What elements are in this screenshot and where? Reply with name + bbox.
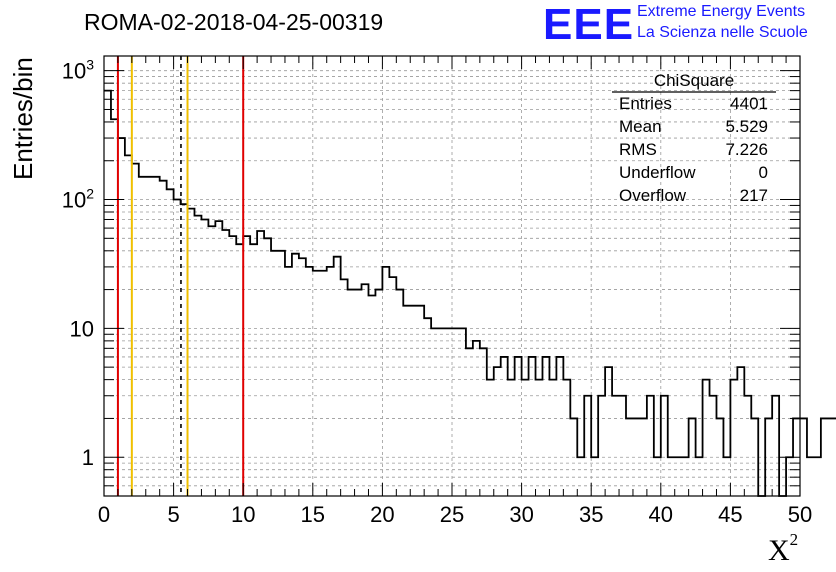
y-tick-label: 10	[70, 316, 94, 341]
x-tick-label: 15	[301, 502, 325, 527]
y-tick-label-base: 10	[62, 59, 86, 84]
y-axis-label: Entries/bin	[8, 57, 38, 180]
page-title: ROMA-02-2018-04-25-00319	[84, 9, 384, 35]
stats-row-label: Overflow	[619, 186, 687, 205]
eee-logo: EEE	[543, 0, 635, 49]
stats-row-label: Mean	[619, 117, 662, 136]
y-tick-label: 102	[62, 186, 94, 213]
x-tick-label: 35	[579, 502, 603, 527]
y-tick-label-base: 10	[62, 188, 86, 213]
x-tick-label: 40	[649, 502, 673, 527]
x-axis-label-exponent: 2	[789, 530, 799, 549]
stats-row-label: Underflow	[619, 163, 696, 182]
logo-tagline-2: La Scienza nelle Scuole	[637, 24, 808, 41]
y-tick-label: 103	[62, 57, 94, 84]
histogram	[104, 89, 836, 497]
histogram-outline	[104, 89, 836, 497]
stats-row-value: 5.529	[725, 117, 768, 136]
stats-box: ChiSquare Entries 4401 Mean 5.529 RMS 7.226 Un…	[612, 71, 776, 205]
axis-ticks	[103, 56, 801, 497]
stats-box-rows: Entries 4401 Mean 5.529 RMS 7.226 Underflow 0 Ov…	[619, 94, 768, 205]
y-tick-label-exponent: 3	[86, 57, 94, 73]
stats-row-value: 7.226	[725, 140, 768, 159]
x-axis-label-base: X	[768, 534, 790, 567]
stats-row-value: 4401	[730, 94, 768, 113]
x-tick-label: 45	[718, 502, 742, 527]
logo-tagline-1: Extreme Energy Events	[637, 3, 806, 20]
x-tick-label: 25	[440, 502, 464, 527]
x-tick-label: 50	[788, 502, 812, 527]
x-tick-label: 10	[231, 502, 255, 527]
x-tick-label: 30	[509, 502, 533, 527]
y-tick-label-base: 1	[82, 445, 94, 470]
x-tick-label: 20	[370, 502, 394, 527]
y-tick-label: 1	[82, 445, 94, 470]
y-tick-label-base: 10	[70, 316, 94, 341]
x-tick-label: 0	[98, 502, 110, 527]
stats-row-label: Entries	[619, 94, 672, 113]
stats-row-value: 0	[759, 163, 768, 182]
x-axis-label: X2	[768, 530, 798, 568]
stats-box-title: ChiSquare	[654, 71, 734, 90]
marker-lines	[116, 56, 245, 496]
stats-row-value: 217	[740, 186, 768, 205]
y-tick-label-exponent: 2	[86, 186, 94, 202]
stats-row-label: RMS	[619, 140, 657, 159]
x-tick-label: 5	[167, 502, 179, 527]
